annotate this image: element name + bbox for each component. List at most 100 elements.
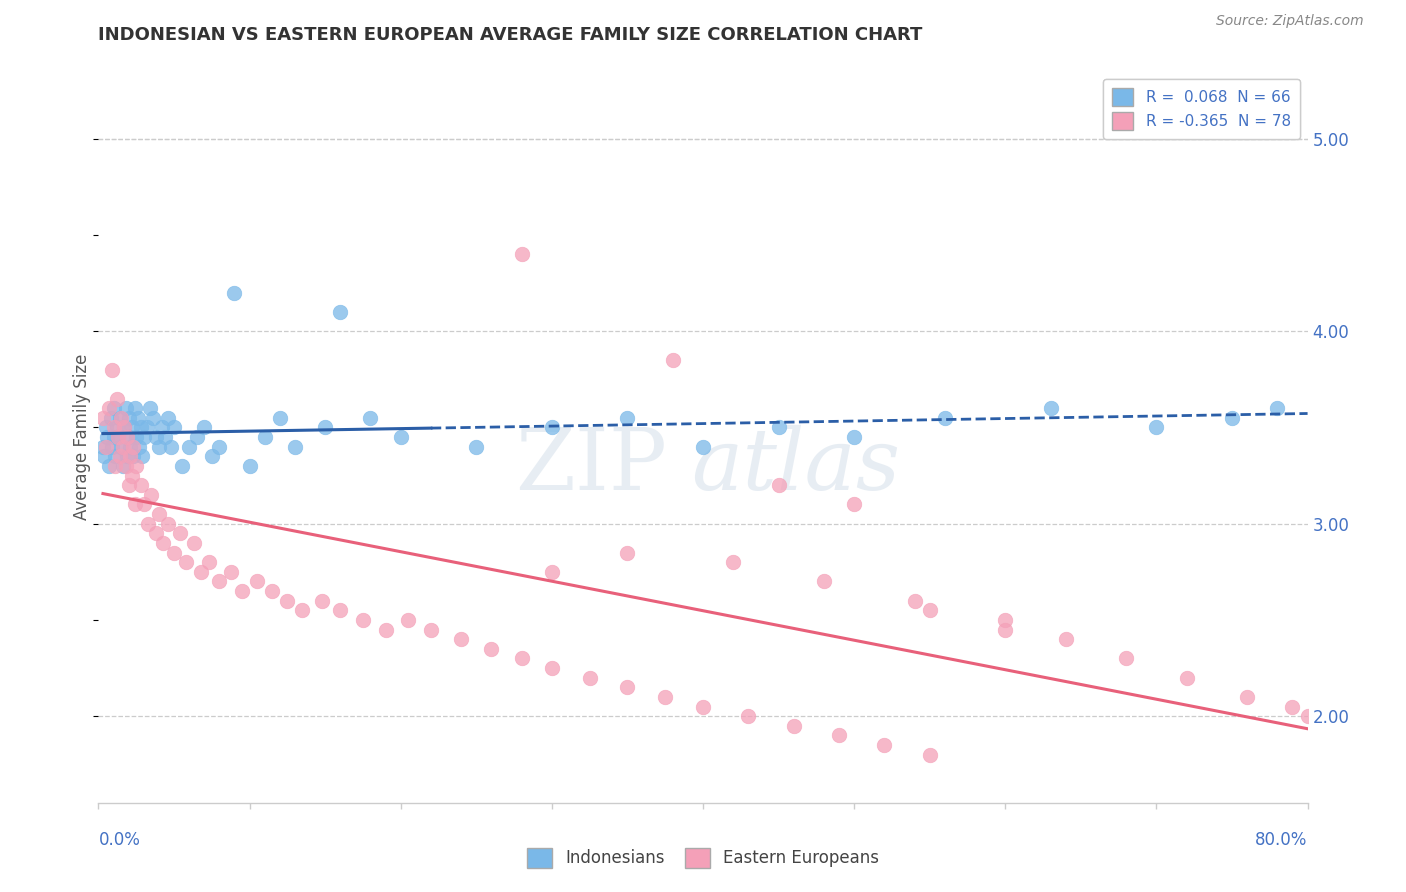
Point (111, 458, 134, 473)
Point (374, 623, 396, 637)
Point (163, 545, 186, 559)
Point (873, 738, 896, 752)
Point (994, 623, 1017, 637)
Point (91, 440, 114, 454)
Point (246, 574, 269, 589)
Point (828, 728, 851, 742)
Point (145, 430, 167, 444)
Point (98, 458, 121, 473)
Point (100, 410, 122, 425)
Point (108, 410, 131, 425)
Point (107, 430, 129, 444)
Point (314, 420, 336, 434)
Point (616, 545, 638, 559)
Point (101, 362, 124, 376)
Point (174, 555, 197, 569)
Point (152, 536, 174, 550)
Point (1054, 632, 1077, 647)
Point (121, 420, 143, 434)
Point (737, 709, 759, 723)
Point (783, 719, 806, 733)
Point (1267, 401, 1289, 416)
Point (124, 401, 146, 416)
Point (221, 565, 243, 579)
Point (104, 450, 127, 464)
Point (190, 565, 212, 579)
Point (201, 450, 224, 464)
Point (110, 440, 132, 454)
Point (692, 699, 714, 714)
Point (1144, 420, 1167, 434)
Point (132, 498, 155, 512)
Point (150, 420, 173, 434)
Point (291, 603, 314, 617)
Point (360, 410, 382, 425)
Point (1115, 651, 1137, 665)
Point (156, 410, 179, 425)
Point (132, 430, 155, 444)
Point (118, 410, 141, 425)
Point (148, 440, 170, 454)
Point (904, 593, 927, 607)
Point (208, 440, 231, 454)
Point (231, 584, 253, 599)
Point (125, 430, 148, 444)
Point (768, 478, 790, 492)
Point (120, 450, 142, 464)
Point (208, 574, 231, 589)
Point (136, 516, 159, 531)
Legend: R =  0.068  N = 66, R = -0.365  N = 78: R = 0.068 N = 66, R = -0.365 N = 78 (1102, 79, 1301, 139)
Point (121, 468, 143, 483)
Text: 80.0%: 80.0% (1256, 831, 1308, 849)
Point (148, 507, 170, 521)
Point (183, 536, 205, 550)
Point (122, 450, 145, 464)
Point (396, 613, 419, 627)
Text: Source: ZipAtlas.com: Source: ZipAtlas.com (1216, 14, 1364, 28)
Point (128, 440, 150, 454)
Legend: Indonesians, Eastern Europeans: Indonesians, Eastern Europeans (520, 841, 886, 875)
Point (465, 440, 488, 454)
Point (105, 392, 128, 406)
Point (1236, 690, 1258, 704)
Point (481, 641, 503, 656)
Y-axis label: Average Family Size: Average Family Size (73, 354, 91, 520)
Point (135, 420, 157, 434)
Point (125, 458, 148, 473)
Point (934, 410, 956, 425)
Point (239, 458, 262, 473)
Point (108, 450, 131, 464)
Point (616, 410, 638, 425)
Point (107, 430, 129, 444)
Point (115, 450, 138, 464)
Point (110, 410, 132, 425)
Point (918, 603, 941, 617)
Point (540, 565, 562, 579)
Text: atlas: atlas (690, 425, 900, 508)
Point (578, 671, 600, 685)
Point (145, 526, 167, 541)
Point (1175, 671, 1198, 685)
Point (142, 410, 165, 425)
Point (352, 613, 374, 627)
Point (103, 401, 125, 416)
Point (122, 440, 145, 454)
Point (420, 623, 443, 637)
Point (389, 430, 412, 444)
Point (179, 440, 201, 454)
Point (114, 458, 136, 473)
Point (1281, 699, 1303, 714)
Point (311, 593, 333, 607)
Text: INDONESIAN VS EASTERN EUROPEAN AVERAGE FAMILY SIZE CORRELATION CHART: INDONESIAN VS EASTERN EUROPEAN AVERAGE F… (98, 26, 922, 44)
Point (103, 430, 125, 444)
Point (253, 430, 276, 444)
Point (329, 305, 352, 319)
Point (918, 747, 941, 762)
Point (112, 420, 135, 434)
Point (120, 440, 142, 454)
Point (540, 420, 562, 434)
Point (105, 420, 128, 434)
Point (98, 401, 121, 416)
Point (129, 478, 152, 492)
Point (262, 584, 284, 599)
